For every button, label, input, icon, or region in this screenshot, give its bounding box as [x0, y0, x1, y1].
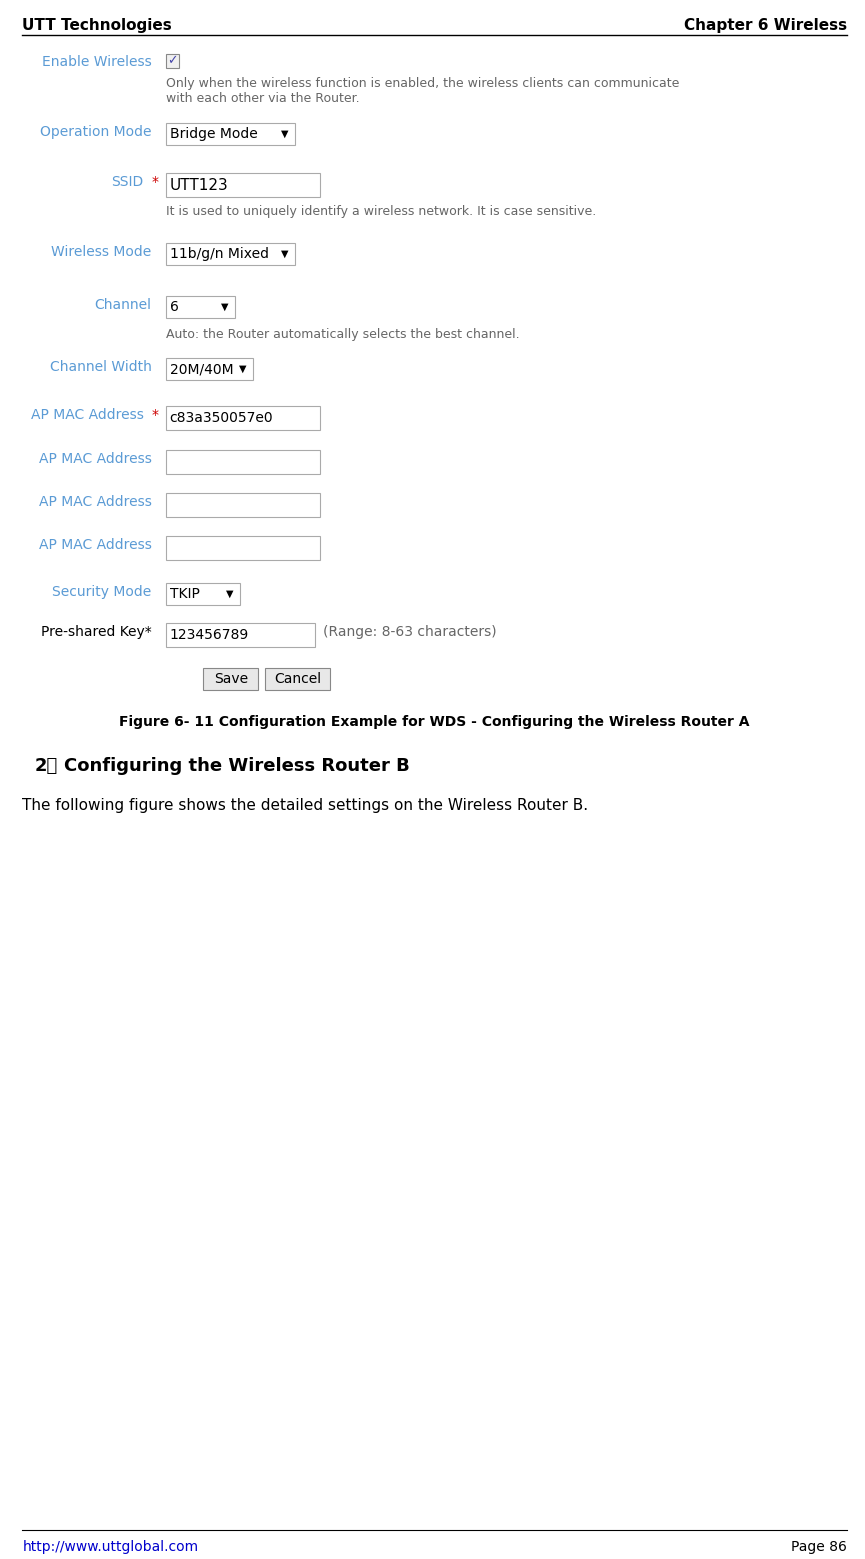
Text: ▼: ▼ [227, 589, 234, 599]
Text: It is used to uniquely identify a wireless network. It is case sensitive.: It is used to uniquely identify a wirele… [165, 204, 596, 218]
Text: Chapter 6 Wireless: Chapter 6 Wireless [684, 19, 847, 33]
Text: 2）: 2） [35, 758, 57, 775]
Text: Pre-shared Key*: Pre-shared Key* [41, 625, 151, 639]
Text: ▼: ▼ [281, 129, 288, 139]
FancyBboxPatch shape [165, 493, 320, 518]
FancyBboxPatch shape [265, 667, 330, 691]
Text: ▼: ▼ [221, 302, 228, 312]
FancyBboxPatch shape [165, 583, 240, 605]
Text: Operation Mode: Operation Mode [40, 125, 151, 139]
FancyBboxPatch shape [165, 405, 320, 430]
Text: 6: 6 [170, 299, 178, 313]
Text: Configuring the Wireless Router B: Configuring the Wireless Router B [64, 758, 410, 775]
Text: UTT Technologies: UTT Technologies [22, 19, 172, 33]
Text: 123456789: 123456789 [170, 628, 249, 642]
Text: ▼: ▼ [281, 249, 288, 259]
Text: *: * [151, 408, 158, 422]
Text: Security Mode: Security Mode [53, 585, 151, 599]
Text: Bridge Mode: Bridge Mode [170, 126, 257, 140]
Text: AP MAC Address: AP MAC Address [39, 538, 151, 552]
Text: Cancel: Cancel [274, 672, 321, 686]
Text: Page 86: Page 86 [791, 1540, 847, 1554]
Text: (Range: 8-63 characters): (Range: 8-63 characters) [323, 625, 497, 639]
Text: c83a350057e0: c83a350057e0 [170, 412, 273, 426]
FancyBboxPatch shape [165, 359, 253, 380]
FancyBboxPatch shape [165, 173, 320, 196]
Text: Enable Wireless: Enable Wireless [42, 55, 151, 69]
Text: ▼: ▼ [240, 363, 247, 374]
Text: Auto: the Router automatically selects the best channel.: Auto: the Router automatically selects t… [165, 327, 519, 341]
Text: AP MAC Address: AP MAC Address [39, 452, 151, 466]
Text: Only when the wireless function is enabled, the wireless clients can communicate: Only when the wireless function is enabl… [165, 76, 679, 104]
Text: TKIP: TKIP [170, 588, 200, 602]
Text: http://www.uttglobal.com: http://www.uttglobal.com [22, 1540, 198, 1554]
FancyBboxPatch shape [165, 296, 235, 318]
Text: 11b/g/n Mixed: 11b/g/n Mixed [170, 246, 268, 260]
Text: Wireless Mode: Wireless Mode [51, 245, 151, 259]
Text: UTT123: UTT123 [170, 178, 228, 192]
Text: Channel Width: Channel Width [50, 360, 151, 374]
Text: *: * [151, 175, 158, 189]
Text: ✓: ✓ [167, 55, 178, 67]
Text: SSID: SSID [112, 175, 144, 189]
FancyBboxPatch shape [165, 243, 295, 265]
FancyBboxPatch shape [165, 55, 179, 69]
Text: The following figure shows the detailed settings on the Wireless Router B.: The following figure shows the detailed … [22, 798, 588, 812]
FancyBboxPatch shape [165, 451, 320, 474]
Text: Channel: Channel [94, 298, 151, 312]
Text: Save: Save [214, 672, 247, 686]
Text: AP MAC Address: AP MAC Address [31, 408, 144, 422]
Text: 20M/40M: 20M/40M [170, 362, 234, 376]
Text: Figure 6- 11 Configuration Example for WDS - Configuring the Wireless Router A: Figure 6- 11 Configuration Example for W… [119, 716, 749, 730]
Text: AP MAC Address: AP MAC Address [39, 496, 151, 508]
FancyBboxPatch shape [165, 123, 295, 145]
FancyBboxPatch shape [165, 624, 315, 647]
FancyBboxPatch shape [203, 667, 258, 691]
FancyBboxPatch shape [165, 536, 320, 560]
